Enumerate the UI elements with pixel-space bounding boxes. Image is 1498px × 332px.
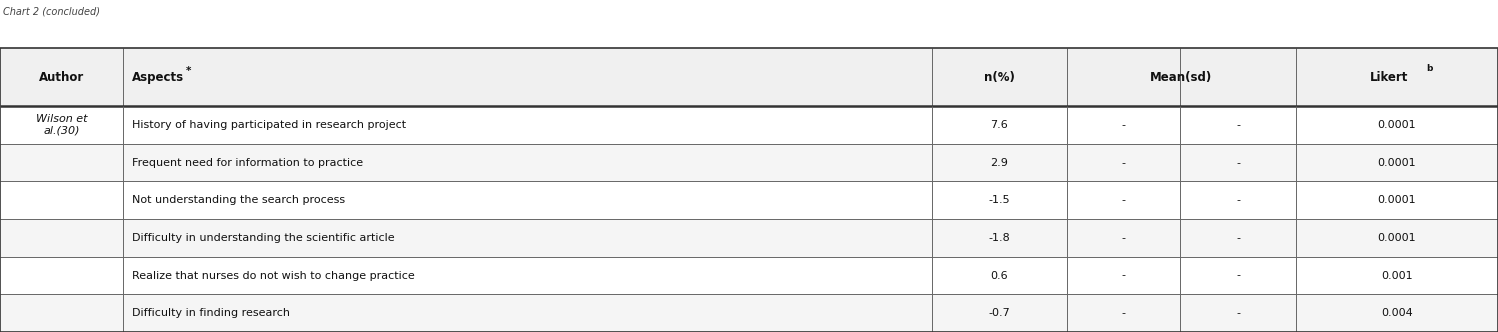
Bar: [0, 219, 1498, 257]
Text: Realize that nurses do not wish to change practice: Realize that nurses do not wish to chang…: [132, 271, 415, 281]
Text: 0.0001: 0.0001: [1378, 158, 1416, 168]
Bar: [0, 48, 1498, 106]
Text: 0.001: 0.001: [1381, 271, 1413, 281]
Text: 0.6: 0.6: [990, 271, 1008, 281]
Text: -0.7: -0.7: [989, 308, 1010, 318]
Text: Mean(sd): Mean(sd): [1150, 71, 1212, 84]
Text: 0.0001: 0.0001: [1378, 233, 1416, 243]
Text: Difficulty in understanding the scientific article: Difficulty in understanding the scientif…: [132, 233, 394, 243]
Text: -1.5: -1.5: [989, 195, 1010, 205]
Text: 7.6: 7.6: [990, 120, 1008, 130]
Text: -: -: [1122, 158, 1125, 168]
Text: Wilson et
al.(30): Wilson et al.(30): [36, 114, 87, 136]
Text: Not understanding the search process: Not understanding the search process: [132, 195, 345, 205]
Text: 0.004: 0.004: [1381, 308, 1413, 318]
Text: Difficulty in finding research: Difficulty in finding research: [132, 308, 289, 318]
Bar: [0, 294, 1498, 332]
Text: Frequent need for information to practice: Frequent need for information to practic…: [132, 158, 363, 168]
Text: -1.8: -1.8: [989, 233, 1010, 243]
Text: History of having participated in research project: History of having participated in resear…: [132, 120, 406, 130]
Bar: [0, 106, 1498, 144]
Text: Aspects: Aspects: [132, 71, 184, 84]
Text: -: -: [1122, 233, 1125, 243]
Text: -: -: [1236, 308, 1240, 318]
Text: -: -: [1236, 195, 1240, 205]
Text: -: -: [1122, 120, 1125, 130]
Text: 0.0001: 0.0001: [1378, 195, 1416, 205]
Text: -: -: [1122, 195, 1125, 205]
Text: 2.9: 2.9: [990, 158, 1008, 168]
Bar: [0, 257, 1498, 294]
Text: -: -: [1122, 308, 1125, 318]
Text: n(%): n(%): [984, 71, 1014, 84]
Text: Likert: Likert: [1371, 71, 1408, 84]
Text: *: *: [186, 66, 192, 76]
Text: -: -: [1236, 158, 1240, 168]
Bar: [0, 182, 1498, 219]
Text: Author: Author: [39, 71, 84, 84]
Text: -: -: [1122, 271, 1125, 281]
Text: -: -: [1236, 233, 1240, 243]
Text: b: b: [1426, 64, 1434, 73]
Text: 0.0001: 0.0001: [1378, 120, 1416, 130]
Bar: [0, 144, 1498, 182]
Text: -: -: [1236, 120, 1240, 130]
Text: Chart 2 (concluded): Chart 2 (concluded): [3, 7, 100, 17]
Text: -: -: [1236, 271, 1240, 281]
